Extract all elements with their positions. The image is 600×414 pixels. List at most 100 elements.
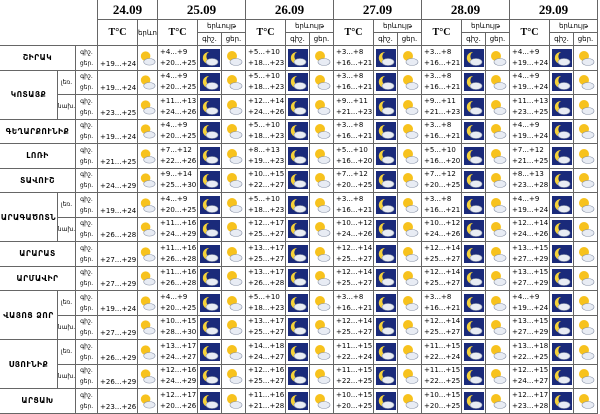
temp-day: +23...+25	[100, 108, 137, 117]
day-icon	[578, 320, 594, 336]
temp-day: +22...+24	[336, 352, 373, 361]
night-icon	[463, 171, 484, 190]
icon-cell	[222, 315, 246, 340]
day-icon	[578, 173, 594, 189]
time-labels: գիշ. ցեր.	[76, 340, 98, 365]
time-labels: գիշ. ցեր.	[76, 242, 98, 267]
temp-day: +22...+26	[160, 156, 197, 165]
icon-cell	[398, 95, 422, 120]
time-labels: գիշ. ցեր.	[76, 364, 98, 389]
day-icon	[490, 222, 506, 238]
temp-night: +5...+10	[248, 121, 280, 130]
night-icon	[199, 367, 220, 386]
night-icon	[463, 73, 484, 92]
temp: +9...+11 +21...+23	[334, 95, 374, 120]
temp: +8...+13 +23...+28	[510, 168, 550, 193]
temp: +4...+9 +20...+25	[158, 46, 198, 71]
icon-cell	[462, 193, 486, 218]
day-icon	[226, 246, 242, 262]
temp-day: +18...+23	[248, 83, 285, 92]
icon-cell	[138, 119, 158, 144]
temp: +26...+29	[98, 340, 138, 365]
temp-night: +11...+16	[248, 390, 285, 399]
day-icon	[402, 295, 418, 311]
icon-cell	[574, 389, 598, 414]
temp-day: +20...+25	[424, 401, 461, 410]
day-icon	[314, 393, 330, 409]
temp-day: +25...+27	[424, 279, 461, 288]
temp-day: +26...+28	[100, 231, 137, 239]
temp-night: +5...+10	[424, 145, 456, 154]
day-icon	[226, 393, 242, 409]
temp: +4...+9 +19...+24	[510, 70, 550, 95]
icon-cell	[310, 70, 334, 95]
temp-header: T°C	[158, 20, 198, 46]
temp-day: +26...+28	[160, 279, 197, 288]
day-icon	[402, 124, 418, 140]
day-icon	[314, 222, 330, 238]
icon-cell	[398, 315, 422, 340]
temp-day: +24...+26	[336, 230, 373, 239]
temp-day: +20...+25	[160, 303, 197, 312]
day-label: ցեր.	[79, 133, 94, 141]
day-header: ցեր.	[310, 33, 334, 46]
night-header: գիշ.	[286, 33, 310, 46]
day-icon	[578, 99, 594, 115]
temp-day: +26...+28	[248, 279, 285, 288]
icon-cell	[574, 46, 598, 71]
temp-day: +20...+25	[160, 83, 197, 92]
day-icon	[578, 344, 594, 360]
day-icon	[314, 369, 330, 385]
temp-day: +16...+21	[424, 58, 461, 67]
night-icon	[199, 146, 220, 165]
night-icon	[199, 293, 220, 312]
temp-night: +11...+16	[160, 243, 197, 252]
temp-night: +12...+14	[336, 317, 373, 326]
temp-night: +12...+14	[336, 268, 373, 277]
temp-night: +13...+15	[512, 268, 549, 277]
temp-day: +22...+25	[336, 377, 373, 386]
temp: +13...+15 +27...+29	[510, 315, 550, 340]
temp: +11...+16 +24...+29	[158, 217, 198, 242]
temp-day: +27...+29	[100, 255, 137, 264]
icon-cell	[286, 217, 310, 242]
day-icon	[314, 246, 330, 262]
icon-cell	[374, 46, 398, 71]
icon-cell	[310, 315, 334, 340]
temp: +27...+29	[98, 242, 138, 267]
night-icon	[375, 122, 396, 141]
temp-night: +4...+9	[512, 72, 540, 81]
icon-cell	[486, 144, 510, 169]
temp-day: +16...+21	[336, 83, 373, 92]
icon-cell	[486, 315, 510, 340]
temp-day: +18...+23	[248, 205, 285, 214]
temp-night: +7...+12	[160, 145, 192, 154]
temp-night: +3...+8	[336, 194, 364, 203]
temp: +12...+16 +25...+27	[246, 364, 286, 389]
temp: +7...+12 +21...+25	[510, 144, 550, 169]
day-label: 26.09	[246, 0, 334, 20]
region-name: ԳԵՂԱՐՔՈՒՆԻՔ	[0, 119, 76, 144]
night-header: գիշ.	[550, 33, 574, 46]
sub-region: լեռ.	[58, 70, 76, 95]
day-icon	[140, 75, 156, 90]
icon-cell	[486, 364, 510, 389]
temp-night: +13...+18	[512, 341, 549, 350]
day-icon	[140, 222, 156, 237]
temp-day: +20...+25	[160, 205, 197, 214]
temp-day: +21...+23	[336, 107, 373, 116]
night-icon	[551, 367, 572, 386]
icon-cell	[574, 168, 598, 193]
night-icon	[463, 48, 484, 67]
temp: +13...+17 +25...+27	[246, 315, 286, 340]
temp-day: +19...+24	[100, 59, 137, 68]
icon-cell	[222, 217, 246, 242]
day-icon	[402, 344, 418, 360]
temp-night: +10...+12	[424, 219, 461, 228]
night-header: գիշ.	[374, 33, 398, 46]
temp: +10...+12 +24...+26	[422, 217, 462, 242]
time-labels: գիշ. ցեր.	[76, 291, 98, 316]
temp-day: +24...+26	[248, 107, 285, 116]
night-label: գիշ.	[80, 244, 93, 252]
night-icon	[375, 220, 396, 239]
